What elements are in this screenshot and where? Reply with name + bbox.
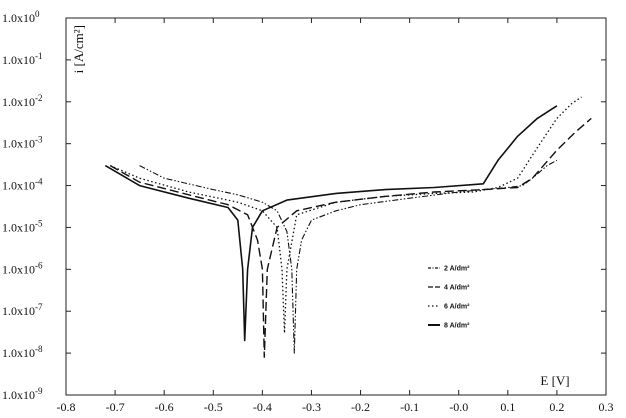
x-tick-label: -0.4 bbox=[253, 400, 272, 414]
legend-label-1: 2 A/dm² bbox=[444, 266, 470, 273]
series-line-4 bbox=[104, 105, 558, 342]
x-tick-label: 0.2 bbox=[549, 400, 564, 414]
y-tick-label: 1.0x10-2 bbox=[2, 93, 43, 109]
x-tick-label: -0.7 bbox=[106, 400, 125, 414]
series-line-3 bbox=[109, 96, 582, 334]
x-tick-label: 0.1 bbox=[500, 400, 515, 414]
y-tick-label: 1.0x100 bbox=[2, 9, 40, 25]
legend: 2 A/dm² 4 A/dm² 6 A/dm² 8 A/dm² bbox=[428, 266, 470, 330]
x-tick-label: -0.5 bbox=[204, 400, 223, 414]
x-tick-label: -0.8 bbox=[57, 400, 76, 414]
plot-frame bbox=[65, 17, 607, 396]
y-tick-label: 1.0x10-7 bbox=[2, 302, 43, 318]
y-tick-label: 1.0x10-1 bbox=[2, 51, 43, 67]
x-tick-label: -0.3 bbox=[302, 400, 321, 414]
y-tick-label: 1.0x10-4 bbox=[2, 177, 43, 193]
legend-label-3: 6 A/dm² bbox=[444, 304, 470, 311]
y-tick-label: 1.0x10-8 bbox=[2, 344, 43, 360]
axis-ticks: -0.8 -0.7 -0.6 -0.5 -0.4 -0.3 -0.2 -0.1 -0.0 0.1 0… bbox=[2, 9, 614, 414]
legend-label-4: 8 A/dm² bbox=[444, 323, 470, 330]
plot-area bbox=[65, 17, 607, 396]
x-tick-label: -0.6 bbox=[155, 400, 174, 414]
x-tick-label: -0.2 bbox=[351, 400, 370, 414]
series-line-2 bbox=[109, 117, 592, 358]
y-axis-label: i [A/cm²] bbox=[71, 25, 86, 73]
series-group bbox=[104, 96, 592, 358]
x-tick-label: -0.0 bbox=[449, 400, 468, 414]
y-tick-label: 1.0x10-5 bbox=[2, 218, 43, 234]
y-tick-label: 1.0x10-9 bbox=[2, 386, 43, 402]
x-tick-label: -0.1 bbox=[400, 400, 419, 414]
x-tick-label: 0.3 bbox=[599, 400, 614, 414]
series-line-1 bbox=[139, 159, 558, 354]
y-tick-label: 1.0x10-3 bbox=[2, 135, 43, 151]
legend-label-2: 4 A/dm² bbox=[444, 285, 470, 292]
y-tick-label: 1.0x10-6 bbox=[2, 260, 43, 276]
x-axis-label: E [V] bbox=[540, 373, 569, 388]
